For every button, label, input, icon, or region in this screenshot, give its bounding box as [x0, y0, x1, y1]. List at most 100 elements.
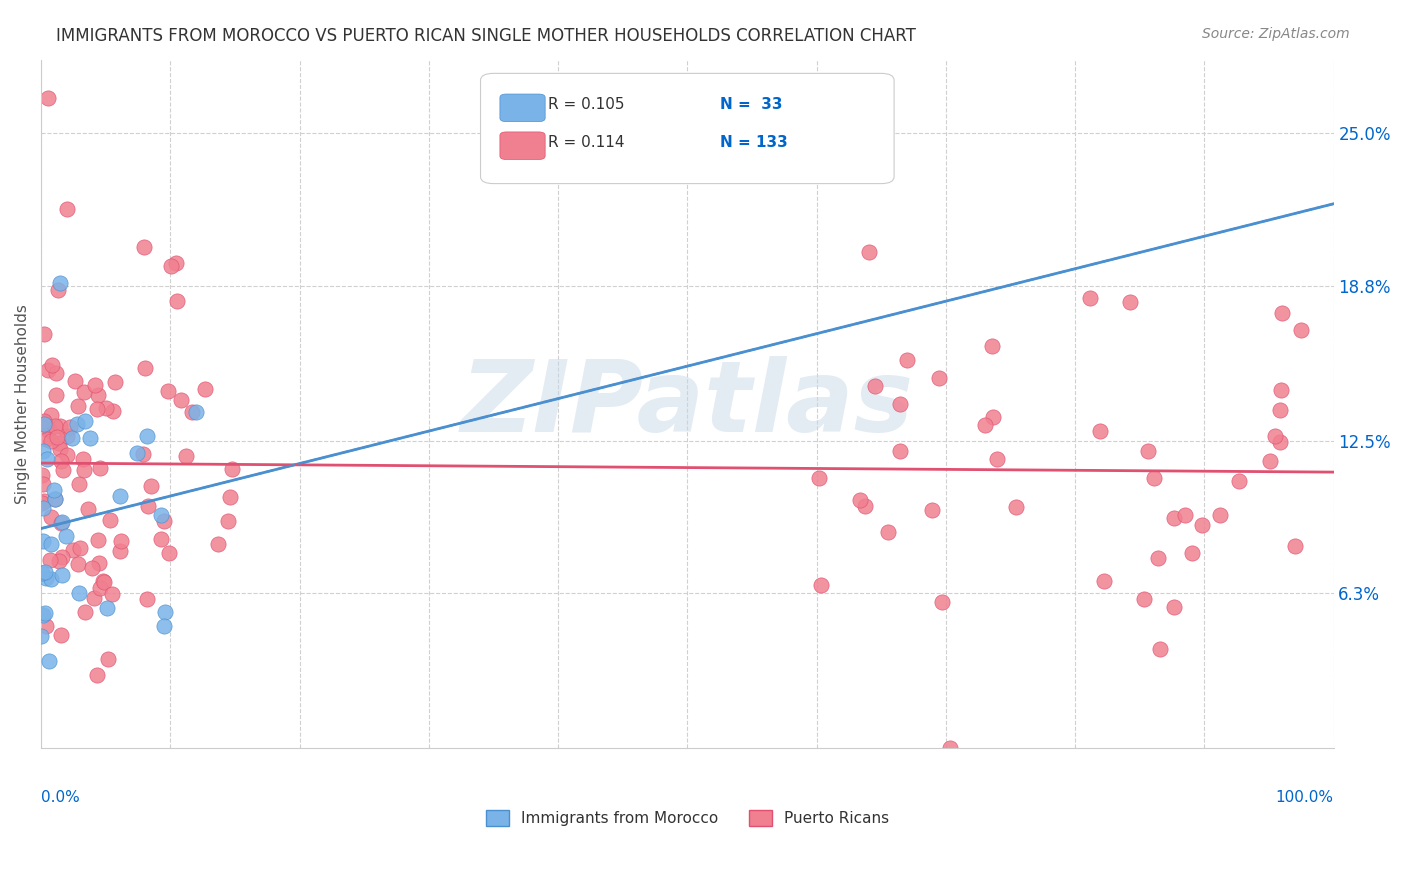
Text: IMMIGRANTS FROM MOROCCO VS PUERTO RICAN SINGLE MOTHER HOUSEHOLDS CORRELATION CHA: IMMIGRANTS FROM MOROCCO VS PUERTO RICAN …: [56, 27, 917, 45]
Point: [981, 409, 1004, 424]
Point: [1080, 291, 1102, 305]
Point: [1174, 508, 1197, 522]
Point: [79, 431, 101, 445]
Point: [808, 471, 831, 485]
Point: [139, 479, 162, 493]
Point: [30, 419, 52, 434]
Point: [159, 259, 181, 273]
Point: [37, 90, 59, 104]
Point: [34, 566, 56, 580]
Point: [1284, 539, 1306, 553]
Point: [863, 379, 886, 393]
Point: [134, 360, 156, 375]
Point: [1289, 323, 1312, 337]
Point: [131, 447, 153, 461]
Point: [32, 326, 55, 341]
Point: [1119, 294, 1142, 309]
Point: [39, 434, 62, 449]
Point: [51, 516, 73, 530]
Y-axis label: Single Mother Households: Single Mother Households: [15, 304, 30, 504]
Point: [165, 256, 187, 270]
Point: [1227, 474, 1250, 488]
Point: [34, 493, 56, 508]
Point: [853, 499, 876, 513]
Point: [132, 240, 155, 254]
Point: [98, 512, 121, 526]
Point: [32, 443, 55, 458]
Point: [153, 605, 176, 619]
Point: [1142, 471, 1164, 485]
Point: [32, 500, 55, 515]
Point: [858, 245, 880, 260]
Point: [46, 429, 69, 443]
Point: [73, 463, 96, 477]
Point: [849, 493, 872, 508]
Point: [63, 375, 86, 389]
Point: [73, 384, 96, 399]
Point: [1209, 508, 1232, 523]
Point: [1270, 402, 1292, 417]
FancyBboxPatch shape: [501, 132, 546, 160]
Point: [986, 452, 1008, 467]
Point: [38, 422, 60, 436]
Point: [46, 283, 69, 297]
Text: R = 0.114: R = 0.114: [548, 135, 624, 150]
Point: [35, 570, 58, 584]
Point: [184, 405, 207, 419]
Point: [31, 533, 53, 548]
Point: [31, 468, 53, 483]
Point: [94, 401, 117, 416]
Point: [157, 545, 180, 559]
Point: [37, 423, 59, 437]
Point: [32, 417, 55, 431]
Point: [62, 543, 84, 558]
Point: [110, 489, 132, 503]
Point: [1149, 642, 1171, 657]
Point: [1005, 500, 1028, 515]
Point: [980, 339, 1002, 353]
Point: [91, 574, 114, 588]
Point: [1090, 424, 1112, 438]
Point: [86, 401, 108, 416]
Point: [1163, 511, 1185, 525]
Point: [44, 366, 66, 380]
Point: [1270, 435, 1292, 450]
Point: [44, 491, 66, 506]
Point: [157, 384, 180, 398]
Point: [93, 574, 115, 589]
Text: 0.0%: 0.0%: [41, 789, 80, 805]
Point: [31, 607, 53, 622]
Point: [51, 568, 73, 582]
Point: [55, 529, 77, 543]
Point: [48, 436, 70, 450]
Point: [101, 404, 124, 418]
FancyBboxPatch shape: [501, 94, 546, 121]
Point: [39, 553, 62, 567]
Point: [83, 591, 105, 606]
Point: [39, 573, 62, 587]
Point: [84, 378, 107, 392]
Legend: Immigrants from Morocco, Puerto Ricans: Immigrants from Morocco, Puerto Ricans: [479, 805, 896, 832]
Point: [51, 516, 73, 530]
FancyBboxPatch shape: [481, 73, 894, 184]
Point: [1133, 591, 1156, 606]
Point: [110, 533, 132, 548]
Point: [101, 587, 124, 601]
Point: [56, 202, 79, 216]
Point: [76, 501, 98, 516]
Point: [1271, 306, 1294, 320]
Point: [889, 397, 911, 411]
Point: [67, 586, 90, 600]
Point: [35, 432, 58, 446]
Point: [89, 581, 111, 595]
Point: [35, 452, 58, 467]
Point: [52, 463, 75, 477]
Point: [31, 496, 53, 510]
Point: [170, 392, 193, 407]
Point: [80, 561, 103, 575]
Point: [38, 655, 60, 669]
Point: [51, 549, 73, 564]
Point: [174, 449, 197, 463]
Point: [31, 566, 53, 580]
Point: [66, 417, 89, 431]
